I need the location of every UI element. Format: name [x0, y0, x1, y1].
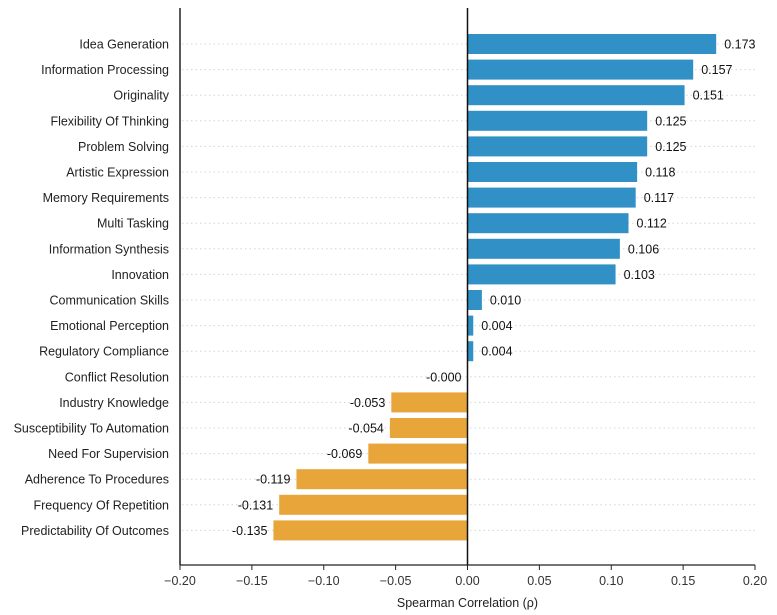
value-label: -0.119: [256, 473, 291, 487]
y-tick-label: Emotional Perception: [50, 319, 169, 333]
value-label: -0.000: [426, 370, 461, 384]
y-tick-label: Information Synthesis: [49, 242, 169, 256]
y-tick-label: Flexibility Of Thinking: [50, 114, 169, 128]
bar: [467, 238, 620, 259]
value-label: -0.054: [348, 422, 383, 436]
bar: [467, 187, 636, 208]
y-tick-label: Problem Solving: [78, 140, 169, 154]
value-label: 0.125: [655, 114, 686, 128]
y-axis-labels: Idea Generation Information Processing Ori…: [14, 38, 170, 538]
bar: [467, 162, 638, 182]
bar: [273, 520, 468, 541]
bar: [467, 110, 648, 131]
x-tick-label: 0.00: [455, 574, 479, 588]
bar: [279, 494, 468, 515]
value-label: 0.106: [628, 242, 659, 256]
value-label: 0.103: [624, 268, 655, 282]
bar: [467, 136, 648, 157]
bar: [467, 34, 717, 54]
value-label: 0.125: [655, 140, 686, 154]
x-axis-label: Spearman Correlation (ρ): [397, 596, 538, 610]
y-tick-label: Industry Knowledge: [59, 396, 169, 410]
value-label: -0.069: [327, 447, 362, 461]
x-tick-label: −0.15: [236, 574, 268, 588]
value-label: -0.135: [232, 524, 267, 538]
value-label: 0.173: [724, 38, 755, 52]
x-tick-label: −0.10: [308, 574, 340, 588]
bar: [467, 264, 616, 285]
bar: [467, 213, 629, 234]
y-tick-label: Frequency Of Repetition: [34, 498, 170, 512]
value-label: 0.157: [701, 63, 732, 77]
x-tick-label: 0.10: [599, 574, 623, 588]
value-label: 0.004: [481, 345, 512, 359]
bar: [389, 418, 468, 438]
bar: [391, 392, 468, 413]
x-tick-label: 0.15: [671, 574, 695, 588]
bar: [467, 290, 482, 310]
x-tick-label: −0.05: [380, 574, 412, 588]
y-tick-label: Innovation: [111, 268, 169, 282]
bar: [368, 443, 468, 464]
y-tick-label: Originality: [113, 89, 169, 103]
y-tick-label: Artistic Expression: [66, 166, 169, 180]
bar: [467, 315, 474, 336]
bar: [467, 85, 685, 106]
bar: [467, 341, 474, 362]
value-label: 0.117: [644, 191, 674, 205]
x-axis-ticks: −0.20 −0.15 −0.10 −0.05 0.00 0.05 0.10 0.15 0.20: [164, 565, 767, 588]
y-tick-label: Need For Supervision: [48, 447, 169, 461]
value-label: -0.131: [238, 498, 273, 512]
x-tick-label: 0.20: [743, 574, 767, 588]
y-tick-label: Idea Generation: [79, 38, 169, 52]
value-label: 0.118: [645, 166, 675, 180]
y-tick-label: Communication Skills: [50, 294, 169, 308]
value-labels: 0.173 0.157 0.151 0.125 0.125 0.118 0.117 0.112…: [232, 38, 756, 538]
bar: [467, 59, 694, 80]
value-label: 0.004: [481, 319, 512, 333]
bar: [296, 469, 468, 490]
y-tick-label: Memory Requirements: [43, 191, 169, 205]
y-tick-label: Multi Tasking: [97, 217, 169, 231]
value-label: 0.151: [693, 89, 724, 103]
value-label: -0.053: [350, 396, 385, 410]
bars: [273, 34, 717, 541]
value-label: 0.010: [490, 294, 521, 308]
y-tick-label: Predictability Of Outcomes: [21, 524, 169, 538]
y-tick-label: Susceptibility To Automation: [14, 422, 169, 436]
y-tick-label: Adherence To Procedures: [25, 473, 169, 487]
x-tick-label: 0.05: [527, 574, 551, 588]
value-label: 0.112: [637, 217, 667, 231]
x-tick-label: −0.20: [164, 574, 196, 588]
y-tick-label: Information Processing: [41, 63, 169, 77]
y-tick-label: Regulatory Compliance: [39, 345, 169, 359]
y-tick-label: Conflict Resolution: [65, 370, 169, 384]
